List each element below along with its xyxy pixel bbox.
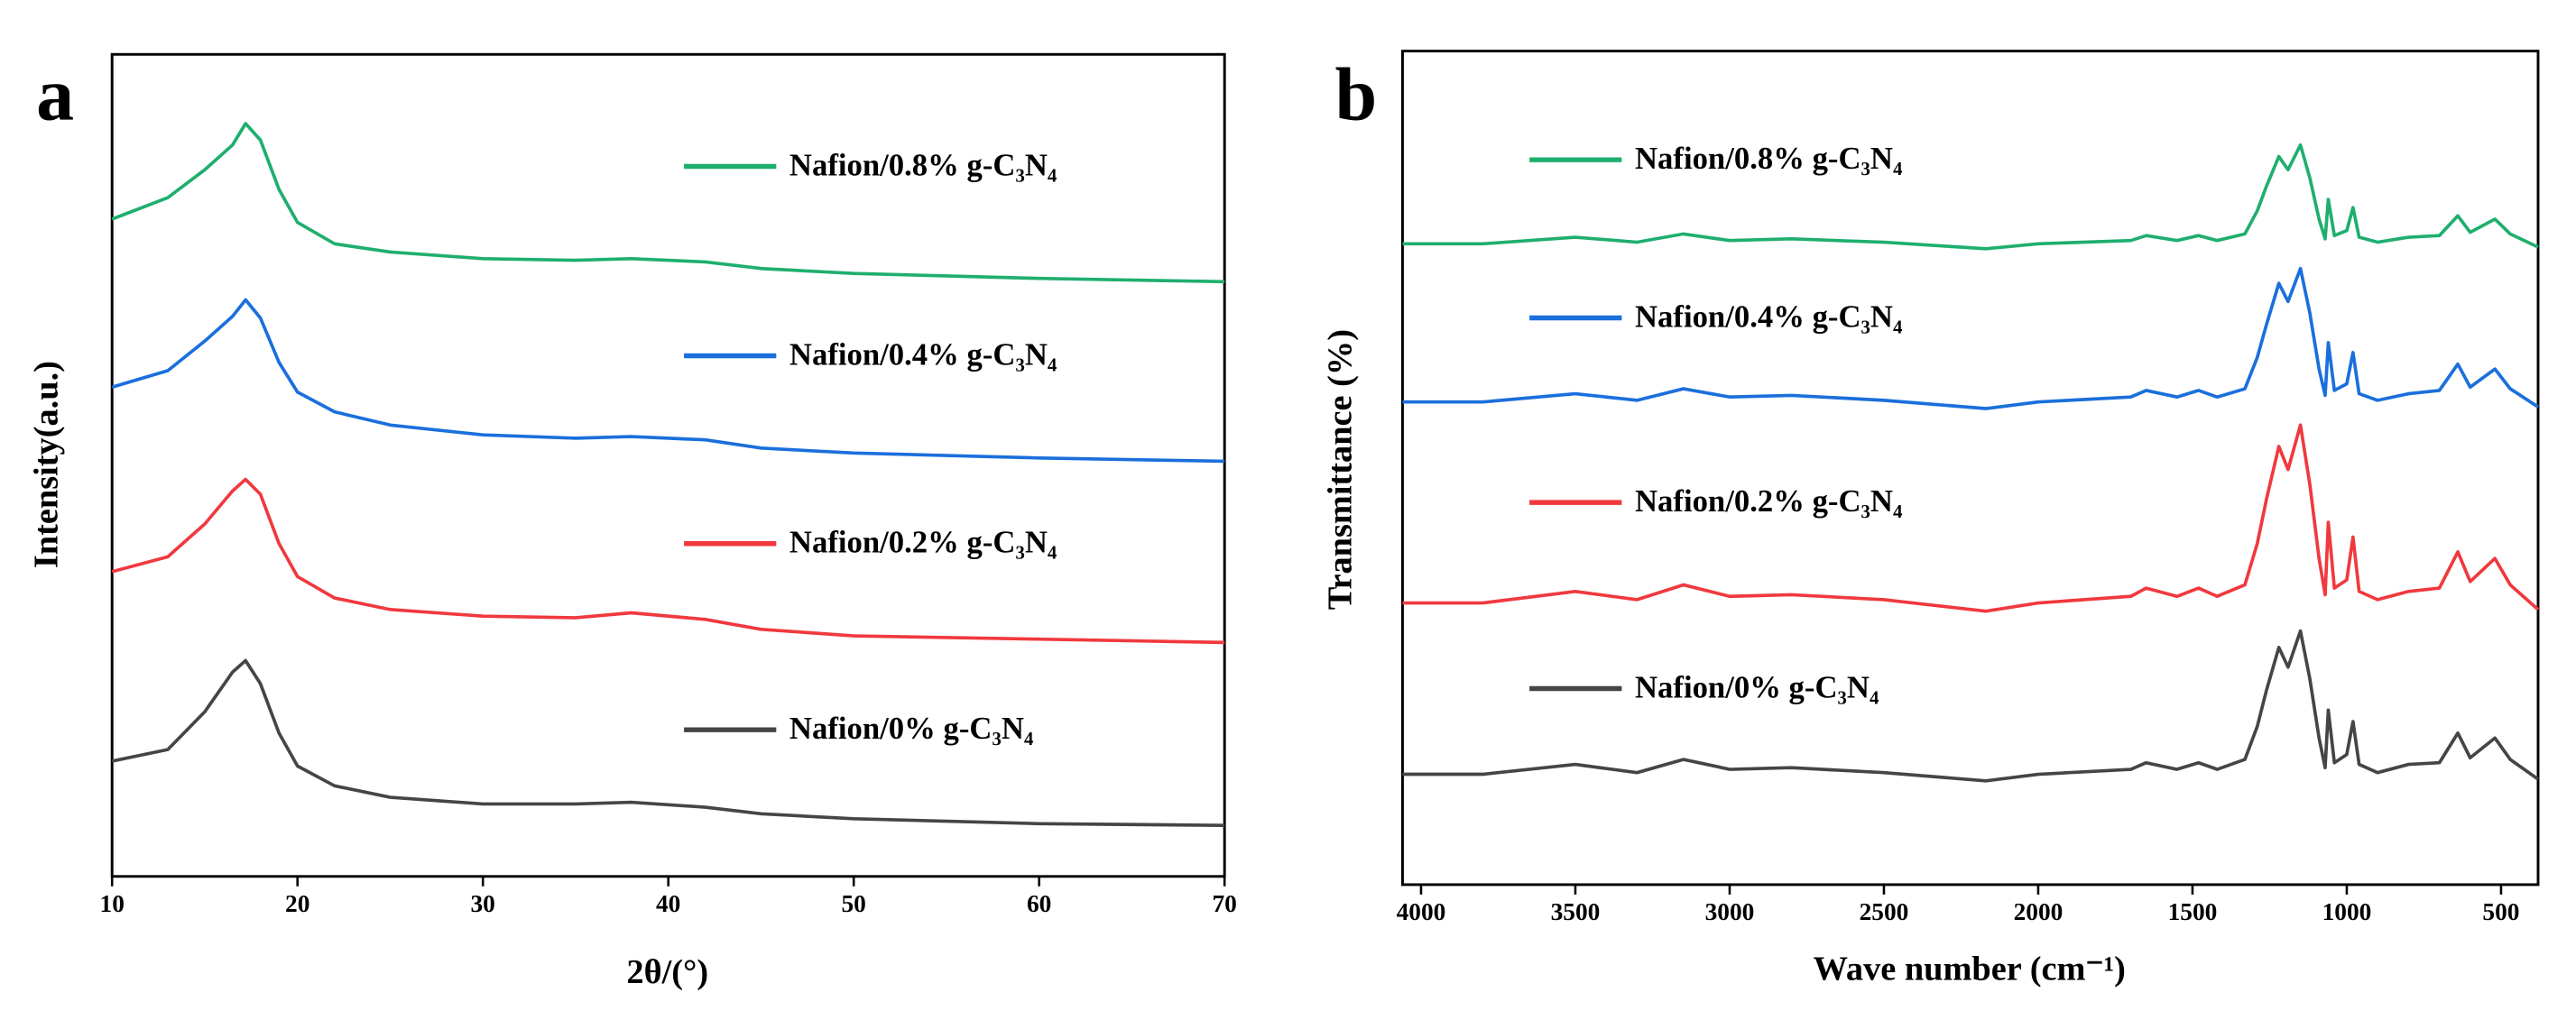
x-tick-label: 3500: [1551, 898, 1601, 925]
x-tick-label: 50: [841, 890, 865, 917]
x-tick-label: 2500: [1860, 898, 1909, 925]
legend-label: Nafion/0.4% g-C₃N₄: [789, 336, 1057, 372]
legend-label: Nafion/0.8% g-C₃N₄: [1635, 141, 1903, 176]
x-tick-label: 2000: [2014, 898, 2064, 925]
x-tick-label: 500: [2482, 898, 2519, 925]
legend-label: Nafion/0.8% g-C₃N₄: [789, 147, 1057, 182]
data-line: [111, 477, 1225, 645]
plot-frame: [1400, 50, 2540, 887]
x-tick-label: 20: [285, 890, 309, 917]
panel-label: b: [1335, 53, 1378, 137]
data-line: [111, 658, 1225, 827]
legend-label: Nafion/0.4% g-C₃N₄: [1635, 299, 1903, 334]
data-line: [1402, 629, 2540, 783]
x-tick-label: 4000: [1397, 898, 1446, 925]
x-tick-label: 10: [100, 890, 125, 917]
x-axis-label: 2θ/(°): [626, 953, 708, 991]
x-tick-label: 3000: [1705, 898, 1755, 925]
plot-frame: [110, 52, 1226, 878]
x-tick-label: 1500: [2168, 898, 2218, 925]
data-line: [111, 122, 1225, 284]
legend-label: Nafion/0% g-C₃N₄: [1635, 669, 1879, 704]
data-line: [1402, 142, 2539, 251]
data-line: [1402, 423, 2540, 613]
legend-label: Nafion/0% g-C₃N₄: [789, 711, 1034, 746]
x-axis-label: Wave number (cm⁻¹): [1814, 951, 2126, 988]
panel-label: a: [36, 53, 74, 137]
x-tick-label: 70: [1212, 890, 1236, 917]
x-tick-label: 60: [1027, 890, 1051, 917]
x-tick-label: 1000: [2322, 898, 2372, 925]
x-tick-label: 30: [471, 890, 495, 917]
x-tick-label: 40: [656, 890, 680, 917]
y-axis-label: Transmittance (%): [1321, 329, 1359, 610]
legend-label: Nafion/0.2% g-C₃N₄: [1635, 483, 1903, 519]
y-axis-label: Intensity(a.u.): [28, 361, 66, 568]
data-line: [1402, 266, 2539, 410]
data-line: [111, 298, 1225, 464]
legend-label: Nafion/0.2% g-C₃N₄: [789, 525, 1057, 560]
